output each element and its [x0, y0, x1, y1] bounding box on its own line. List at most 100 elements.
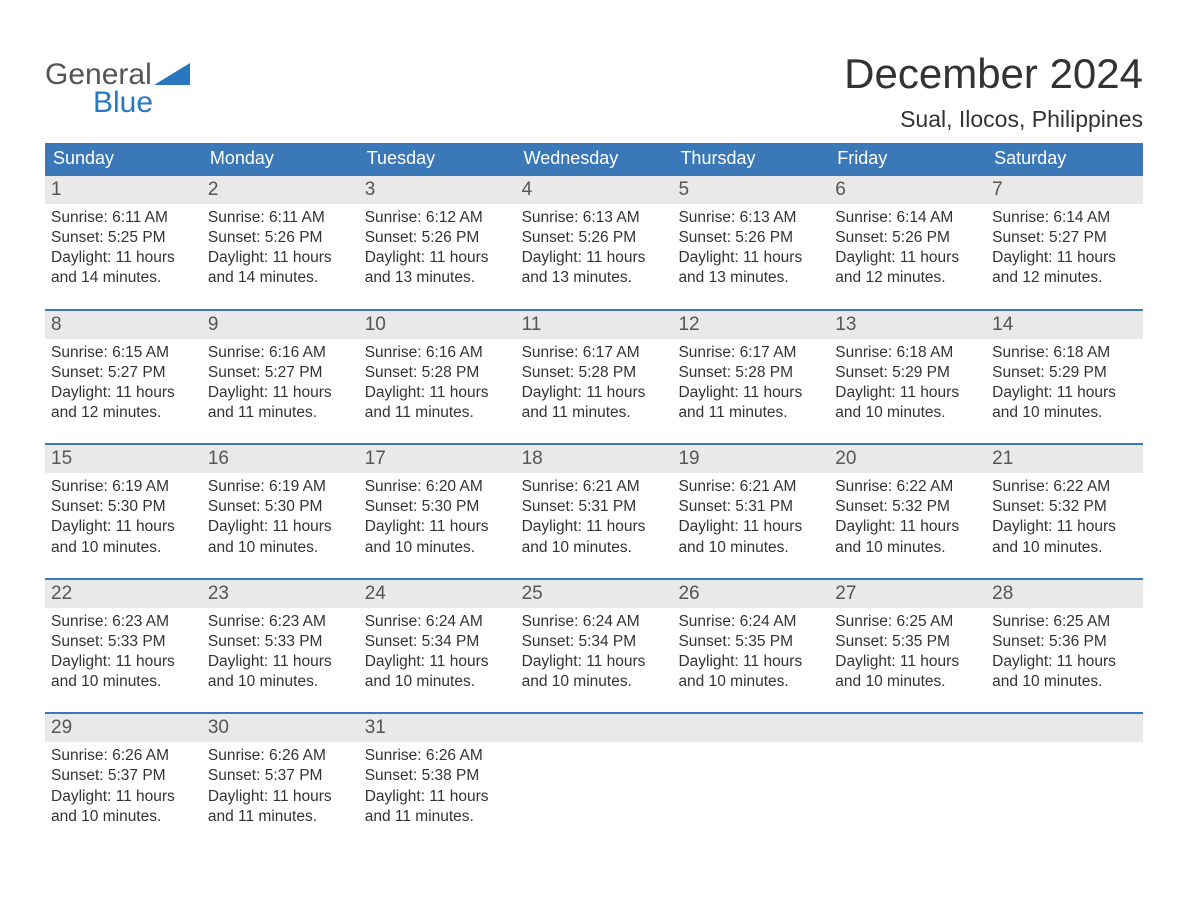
sunrise-line: Sunrise: 6:21 AM: [678, 477, 823, 497]
page-header: General Blue December 2024 Sual, Ilocos,…: [45, 20, 1143, 133]
month-title: December 2024: [844, 50, 1143, 98]
daylight-line: Daylight: 11 hours and 11 minutes.: [522, 383, 667, 423]
daylight-line: Daylight: 11 hours and 10 minutes.: [51, 652, 196, 692]
sunset-line: Sunset: 5:29 PM: [835, 363, 980, 383]
brand-text-blue: Blue: [93, 86, 190, 120]
day-number: 21: [986, 445, 1143, 473]
sunrise-line: Sunrise: 6:18 AM: [992, 343, 1137, 363]
sunset-line: Sunset: 5:26 PM: [835, 228, 980, 248]
day-number: 30: [202, 714, 359, 742]
day-cell: [672, 742, 829, 833]
daylight-line: Daylight: 11 hours and 10 minutes.: [51, 787, 196, 827]
sunset-line: Sunset: 5:28 PM: [678, 363, 823, 383]
day-number-row: 15161718192021: [45, 443, 1143, 473]
day-cell: Sunrise: 6:15 AMSunset: 5:27 PMDaylight:…: [45, 339, 202, 430]
day-cell: Sunrise: 6:17 AMSunset: 5:28 PMDaylight:…: [672, 339, 829, 430]
day-number: 14: [986, 311, 1143, 339]
sunset-line: Sunset: 5:26 PM: [522, 228, 667, 248]
day-cell: Sunrise: 6:11 AMSunset: 5:26 PMDaylight:…: [202, 204, 359, 295]
day-cell: Sunrise: 6:17 AMSunset: 5:28 PMDaylight:…: [516, 339, 673, 430]
daylight-line: Daylight: 11 hours and 11 minutes.: [678, 383, 823, 423]
day-cell: Sunrise: 6:23 AMSunset: 5:33 PMDaylight:…: [45, 608, 202, 699]
daylight-line: Daylight: 11 hours and 10 minutes.: [522, 517, 667, 557]
day-number: 19: [672, 445, 829, 473]
brand-triangle-icon: [154, 63, 190, 85]
day-cell: Sunrise: 6:13 AMSunset: 5:26 PMDaylight:…: [672, 204, 829, 295]
week-content-row: Sunrise: 6:23 AMSunset: 5:33 PMDaylight:…: [45, 608, 1143, 699]
day-cell: Sunrise: 6:22 AMSunset: 5:32 PMDaylight:…: [986, 473, 1143, 564]
day-cell: Sunrise: 6:25 AMSunset: 5:36 PMDaylight:…: [986, 608, 1143, 699]
weekday-header: Friday: [829, 143, 986, 174]
day-number: 23: [202, 580, 359, 608]
daylight-line: Daylight: 11 hours and 10 minutes.: [992, 652, 1137, 692]
weekday-header: Sunday: [45, 143, 202, 174]
sunset-line: Sunset: 5:33 PM: [51, 632, 196, 652]
day-cell: Sunrise: 6:14 AMSunset: 5:26 PMDaylight:…: [829, 204, 986, 295]
sunset-line: Sunset: 5:28 PM: [522, 363, 667, 383]
day-cell: Sunrise: 6:25 AMSunset: 5:35 PMDaylight:…: [829, 608, 986, 699]
sunrise-line: Sunrise: 6:24 AM: [678, 612, 823, 632]
sunrise-line: Sunrise: 6:11 AM: [208, 208, 353, 228]
day-number: 7: [986, 176, 1143, 204]
day-cell: Sunrise: 6:21 AMSunset: 5:31 PMDaylight:…: [516, 473, 673, 564]
sunset-line: Sunset: 5:29 PM: [992, 363, 1137, 383]
day-number: 13: [829, 311, 986, 339]
sunrise-line: Sunrise: 6:16 AM: [208, 343, 353, 363]
sunset-line: Sunset: 5:26 PM: [678, 228, 823, 248]
sunrise-line: Sunrise: 6:20 AM: [365, 477, 510, 497]
sunset-line: Sunset: 5:32 PM: [992, 497, 1137, 517]
day-number: 31: [359, 714, 516, 742]
daylight-line: Daylight: 11 hours and 12 minutes.: [835, 248, 980, 288]
location-subtitle: Sual, Ilocos, Philippines: [844, 106, 1143, 133]
sunset-line: Sunset: 5:34 PM: [365, 632, 510, 652]
day-cell: Sunrise: 6:14 AMSunset: 5:27 PMDaylight:…: [986, 204, 1143, 295]
day-number: [986, 714, 1143, 742]
sunset-line: Sunset: 5:35 PM: [835, 632, 980, 652]
day-cell: Sunrise: 6:26 AMSunset: 5:37 PMDaylight:…: [202, 742, 359, 833]
day-number: 11: [516, 311, 673, 339]
day-cell: Sunrise: 6:18 AMSunset: 5:29 PMDaylight:…: [829, 339, 986, 430]
day-number: 16: [202, 445, 359, 473]
daylight-line: Daylight: 11 hours and 13 minutes.: [678, 248, 823, 288]
day-number: 1: [45, 176, 202, 204]
day-cell: Sunrise: 6:16 AMSunset: 5:28 PMDaylight:…: [359, 339, 516, 430]
title-block: December 2024 Sual, Ilocos, Philippines: [844, 20, 1143, 133]
day-number-row: 1234567: [45, 174, 1143, 204]
day-cell: Sunrise: 6:12 AMSunset: 5:26 PMDaylight:…: [359, 204, 516, 295]
sunset-line: Sunset: 5:28 PM: [365, 363, 510, 383]
week-content-row: Sunrise: 6:11 AMSunset: 5:25 PMDaylight:…: [45, 204, 1143, 295]
sunrise-line: Sunrise: 6:17 AM: [678, 343, 823, 363]
sunrise-line: Sunrise: 6:11 AM: [51, 208, 196, 228]
day-number: 28: [986, 580, 1143, 608]
day-number: 27: [829, 580, 986, 608]
daylight-line: Daylight: 11 hours and 13 minutes.: [365, 248, 510, 288]
sunrise-line: Sunrise: 6:18 AM: [835, 343, 980, 363]
sunrise-line: Sunrise: 6:19 AM: [208, 477, 353, 497]
sunset-line: Sunset: 5:37 PM: [208, 766, 353, 786]
week-content-row: Sunrise: 6:15 AMSunset: 5:27 PMDaylight:…: [45, 339, 1143, 430]
day-cell: Sunrise: 6:11 AMSunset: 5:25 PMDaylight:…: [45, 204, 202, 295]
day-cell: Sunrise: 6:20 AMSunset: 5:30 PMDaylight:…: [359, 473, 516, 564]
day-cell: Sunrise: 6:23 AMSunset: 5:33 PMDaylight:…: [202, 608, 359, 699]
sunset-line: Sunset: 5:31 PM: [522, 497, 667, 517]
daylight-line: Daylight: 11 hours and 10 minutes.: [365, 517, 510, 557]
daylight-line: Daylight: 11 hours and 10 minutes.: [835, 383, 980, 423]
sunset-line: Sunset: 5:30 PM: [208, 497, 353, 517]
day-number: 24: [359, 580, 516, 608]
weekday-header: Wednesday: [516, 143, 673, 174]
sunrise-line: Sunrise: 6:24 AM: [522, 612, 667, 632]
day-cell: [986, 742, 1143, 833]
sunset-line: Sunset: 5:38 PM: [365, 766, 510, 786]
day-number: 12: [672, 311, 829, 339]
sunrise-line: Sunrise: 6:23 AM: [208, 612, 353, 632]
day-cell: Sunrise: 6:26 AMSunset: 5:38 PMDaylight:…: [359, 742, 516, 833]
sunrise-line: Sunrise: 6:15 AM: [51, 343, 196, 363]
sunrise-line: Sunrise: 6:25 AM: [992, 612, 1137, 632]
sunset-line: Sunset: 5:26 PM: [208, 228, 353, 248]
daylight-line: Daylight: 11 hours and 14 minutes.: [51, 248, 196, 288]
sunrise-line: Sunrise: 6:21 AM: [522, 477, 667, 497]
day-cell: Sunrise: 6:19 AMSunset: 5:30 PMDaylight:…: [45, 473, 202, 564]
daylight-line: Daylight: 11 hours and 10 minutes.: [208, 652, 353, 692]
sunrise-line: Sunrise: 6:24 AM: [365, 612, 510, 632]
day-number: 26: [672, 580, 829, 608]
